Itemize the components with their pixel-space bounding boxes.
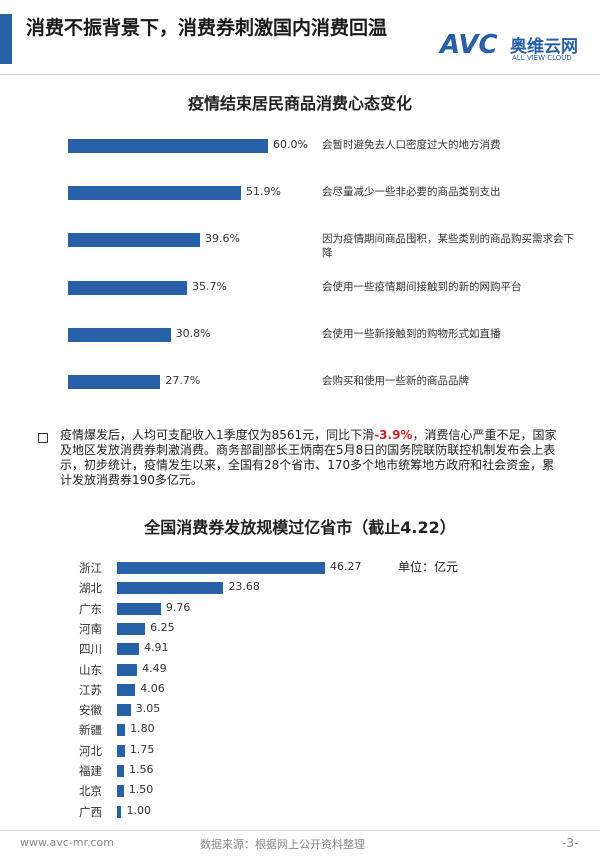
category-label: 新疆 xyxy=(79,723,102,738)
value-label: 35.7% xyxy=(192,279,227,293)
source: 数据来源：根据网上公开资料整理 xyxy=(200,838,365,851)
value-label: 27.7% xyxy=(165,374,201,387)
value-label: 51.9% xyxy=(246,185,281,199)
category-label: 江苏 xyxy=(79,682,102,697)
category-label: 因为疫情期间商品囤积，某些类别的商品购买需求会下降 xyxy=(322,233,574,260)
value-label: 39.6% xyxy=(205,232,240,246)
value-label: 1.80 xyxy=(130,722,155,736)
value-label: 23.68 xyxy=(228,580,260,594)
logo: AVC xyxy=(440,30,498,60)
chart-title: 疫情结束居民商品消费心态变化 xyxy=(187,94,412,113)
website: www.avc-mr.com xyxy=(20,836,114,849)
bar xyxy=(117,704,131,717)
bar xyxy=(117,562,325,574)
bar xyxy=(117,724,126,737)
category-label: 福建 xyxy=(79,764,102,778)
logo-cn: 奥维云网 xyxy=(510,37,578,57)
category-label: 湖北 xyxy=(79,581,102,596)
category-label: 会尽量减少一些非必要的商品类别支出 xyxy=(322,186,501,199)
paragraph-text: ，消费信心严重不足，国家及地区发放消费券刺激消费。商务部副部长王炳南在5月8日的… xyxy=(60,428,557,487)
value-label: 4.91 xyxy=(144,641,169,655)
bar xyxy=(68,186,241,201)
category-label: 会使用一些疫情期间接触到的新的网购平台 xyxy=(322,280,522,293)
category-label: 山东 xyxy=(79,662,102,677)
bar xyxy=(117,643,140,656)
category-label: 四川 xyxy=(79,642,102,657)
value-label: 9.76 xyxy=(165,600,191,614)
category-label: 广西 xyxy=(79,804,102,819)
value-label: 46.27 xyxy=(330,560,362,573)
category-label: 北京 xyxy=(79,784,102,799)
bar xyxy=(68,233,200,248)
page-title: 消费不振背景下，消费券刺激国内消费回温 xyxy=(26,17,388,39)
value-label: 6.25 xyxy=(150,620,175,634)
value-label: 1.00 xyxy=(126,803,151,817)
bar xyxy=(117,765,124,777)
bar xyxy=(117,602,161,615)
bar xyxy=(117,663,138,676)
footer-rule xyxy=(0,830,600,831)
value-label: 1.75 xyxy=(129,742,155,756)
header-rule xyxy=(0,74,600,75)
bar xyxy=(117,744,125,757)
bar xyxy=(117,785,124,798)
category-label: 浙江 xyxy=(79,561,102,575)
paragraph-text: 疫情爆发后，人均可支配收入1季度仅为8561元，同比下滑 xyxy=(60,428,375,442)
chart-title: 全国消费券发放规模过亿省市（截止4.22） xyxy=(144,518,456,537)
value-label: 1.56 xyxy=(129,763,154,776)
header-accent xyxy=(0,14,12,64)
category-label: 广东 xyxy=(79,601,102,616)
bar xyxy=(117,622,146,635)
bullet xyxy=(38,433,48,443)
bar xyxy=(117,683,136,696)
unit-annotation: 单位：亿元 xyxy=(398,560,459,574)
page-number: -3- xyxy=(562,836,579,850)
category-label: 河南 xyxy=(79,621,102,636)
category-label: 安徽 xyxy=(79,703,102,718)
category-label: 河北 xyxy=(79,743,102,758)
value-label: 4.49 xyxy=(142,661,167,675)
value-label: 4.06 xyxy=(140,681,165,695)
bar xyxy=(68,327,171,342)
value-label: 30.8% xyxy=(175,326,211,340)
value-label: 1.50 xyxy=(128,783,154,797)
bar xyxy=(117,805,122,818)
category-label: 会暂时避免去人口密度过大的地方消费 xyxy=(322,139,501,151)
value-label: 60.0% xyxy=(273,138,308,151)
bar xyxy=(68,280,187,295)
bar xyxy=(68,139,268,153)
category-label: 会购买和使用一些新的商品品牌 xyxy=(322,375,469,387)
value-label: 3.05 xyxy=(135,702,161,716)
bar xyxy=(68,375,161,389)
highlight: -3.9% xyxy=(374,428,413,442)
category-label: 会使用一些新接触到的购物形式如直播 xyxy=(322,327,501,340)
paragraph: 疫情爆发后，人均可支配收入1季度仅为8561元，同比下滑-3.9%，消费信心严重… xyxy=(60,428,560,488)
bar xyxy=(117,582,224,595)
logo-en: ALL VIEW CLOUD xyxy=(512,54,572,62)
